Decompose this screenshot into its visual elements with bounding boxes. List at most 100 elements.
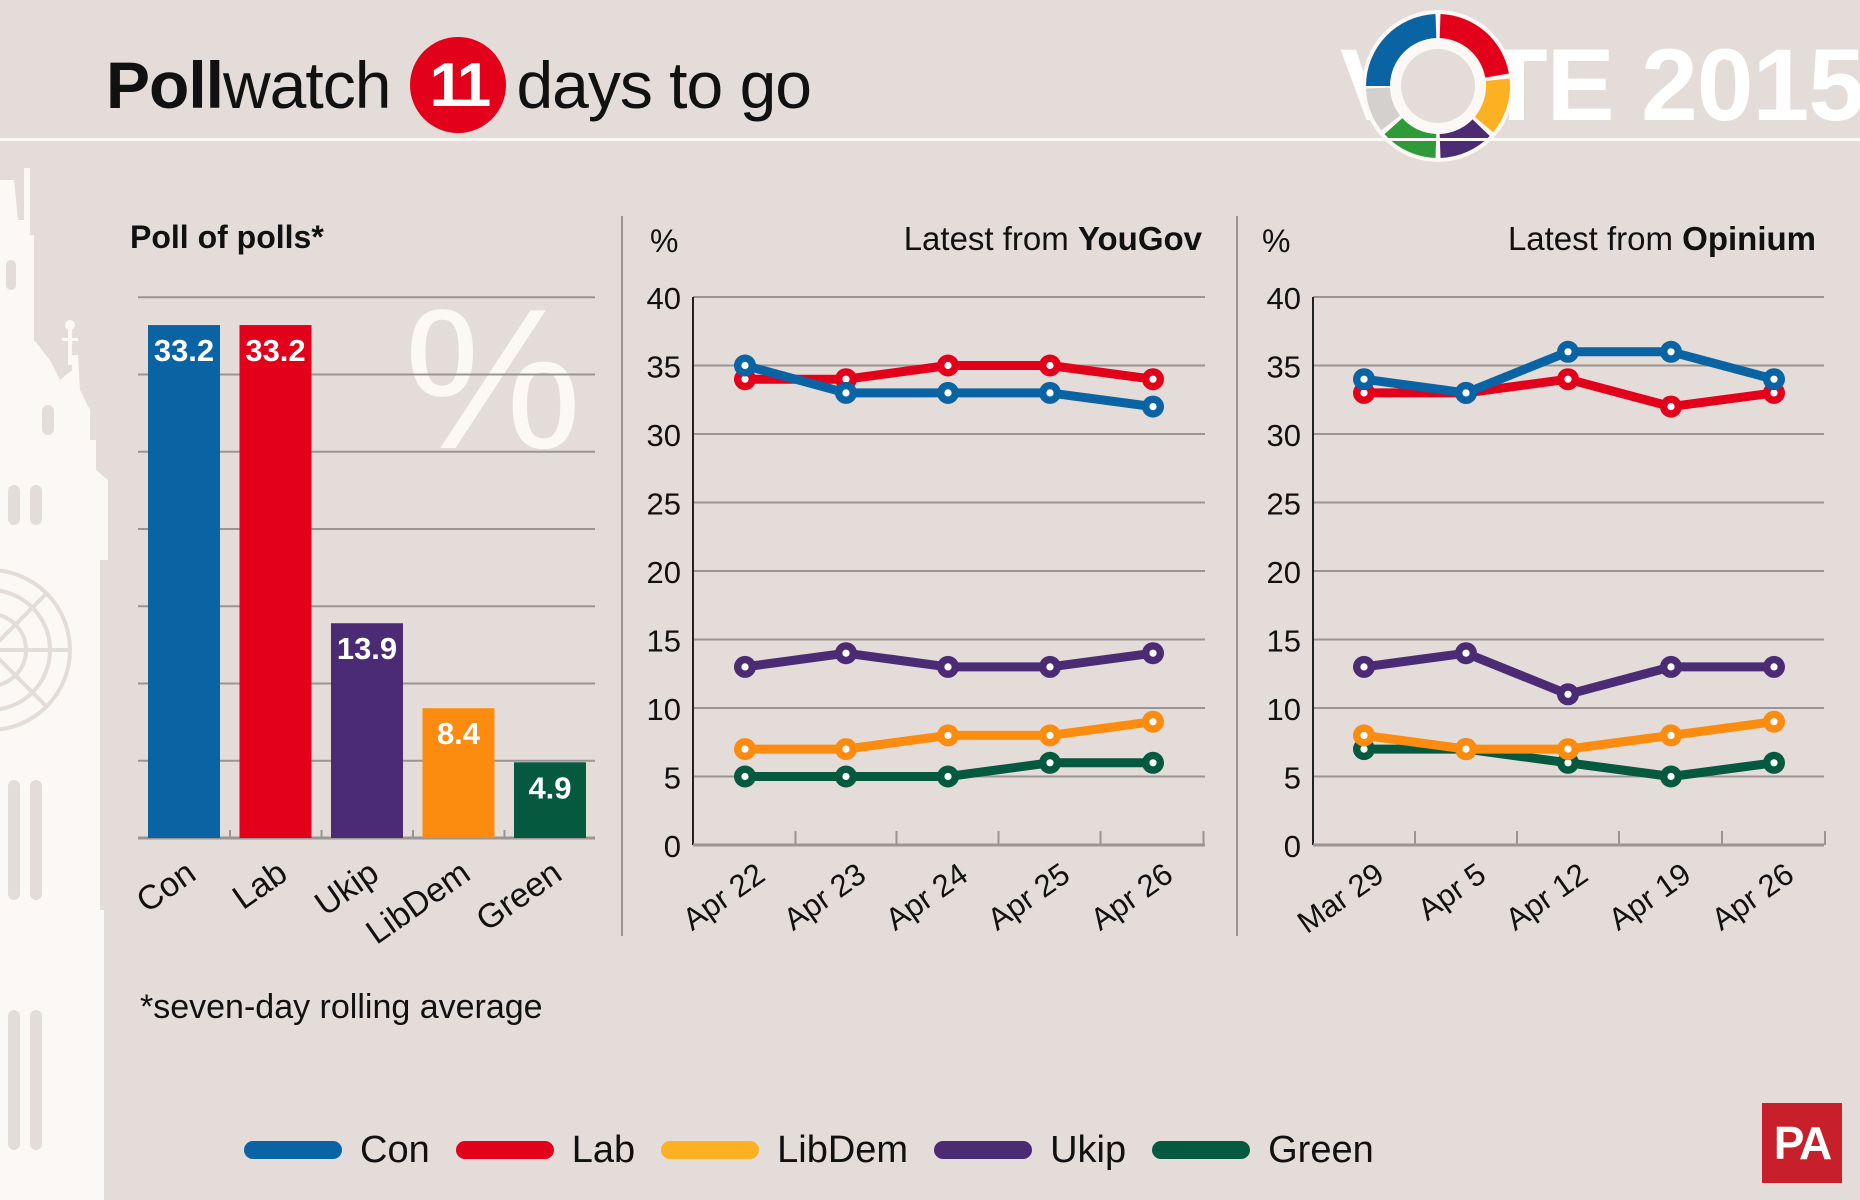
data-point-center [1046,361,1054,370]
data-point-center [1149,649,1157,657]
x-tick-label: Mar 29 [1291,856,1390,940]
bar-libdem [422,708,495,838]
data-point-center [1462,649,1470,657]
yougov-ylabel: % [650,223,678,259]
legend-swatch [661,1141,760,1159]
data-point-center [1360,663,1368,671]
legend-label: LibDem [777,1128,909,1171]
legend-swatch [455,1141,554,1159]
yougov-line-chart: % Latest from YouGov 0 5 10 15 20 25 30 35 40 Apr… [647,220,1205,937]
data-point-center [1564,375,1572,383]
y-tick-label: 10 [1267,692,1301,727]
x-tick-label: Apr 25 [981,856,1076,937]
data-point-center [1149,403,1157,411]
legend-item-green: Green [1152,1129,1374,1172]
data-point-center [944,772,952,781]
data-point-center [741,361,749,370]
legend: Con Lab LibDem Ukip Green [244,1128,1400,1172]
y-tick-label: 25 [647,487,681,522]
legend-item-ukip: Ukip [934,1129,1126,1172]
y-tick-label: 15 [1267,624,1301,659]
y-tick-label: 10 [647,692,681,727]
poll-of-polls-chart: Poll of polls* % 33.2 33.2 13.9 8.4 4.9 Con L… [130,219,595,952]
x-tick-label: Apr 22 [676,856,771,937]
yougov-title-prefix: Latest from [904,220,1078,257]
bar-category-label: Lab [226,853,294,917]
y-tick-label: 25 [1267,487,1301,522]
legend-swatch [244,1141,342,1159]
bar-category-label: Con [130,853,203,920]
x-tick-label: Apr 19 [1602,856,1697,937]
bar-green [514,762,586,838]
data-point-center [944,389,952,397]
bar-value-label: 4.9 [528,770,571,805]
opinium-line-chart: % Latest from Opinium 0 5 10 15 20 25 30 35 40 Ma… [1262,220,1826,940]
data-point-center [1564,348,1572,356]
title-bold-part: Poll [106,48,224,122]
data-point-center [741,375,749,383]
y-tick-label: 30 [647,418,681,453]
y-tick-label: 15 [647,624,681,659]
x-tick-label: Apr 5 [1411,856,1492,927]
y-tick-label: 5 [1284,761,1301,796]
bar-value-label: 33.2 [245,333,305,368]
data-point-center [1046,759,1054,767]
data-point-center [1360,745,1368,753]
days-suffix: days to go [516,48,812,122]
opinium-title-prefix: Latest from [1508,220,1682,257]
data-point-center [1360,389,1368,397]
bar-lab [239,325,312,838]
ring-segment [1366,87,1401,131]
x-tick-label: Apr 26 [1705,856,1800,937]
data-point-center [1770,718,1778,726]
y-tick-label: 20 [647,555,681,590]
y-tick-label: 40 [647,281,681,316]
data-point-center [1046,389,1054,397]
opinium-title: Latest from Opinium [1508,220,1816,257]
legend-swatch [934,1141,1033,1159]
data-point-center [1149,759,1157,767]
y-tick-label: 30 [1267,418,1301,453]
y-tick-label: 20 [1267,555,1301,590]
ring-segment [1474,78,1510,133]
legend-label: Ukip [1050,1128,1127,1171]
data-point-center [1564,690,1572,698]
data-point-center [741,772,749,781]
bar-value-label: 13.9 [337,631,397,666]
opinium-ylabel: % [1262,223,1290,259]
data-point-center [741,663,749,671]
percent-watermark: % [404,268,582,491]
data-point-center [1770,759,1778,767]
bar-category-label: LibDem [359,853,477,951]
data-point-center [842,389,850,397]
data-point-center [1667,772,1675,781]
title-regular-part: watch [223,48,391,122]
data-point-center [1770,375,1778,383]
big-ben-silhouette-icon [0,168,108,1200]
data-point-center [1360,375,1368,383]
pa-logo: PA [1762,1103,1842,1183]
legend-item-con: Con [244,1129,430,1172]
bar-con [148,325,220,838]
data-point-center [944,731,952,740]
legend-label: Lab [571,1128,636,1171]
data-point-center [1462,389,1470,397]
data-point-center [1564,745,1572,753]
bar-value-label: 33.2 [154,333,214,368]
legend-swatch [1152,1141,1251,1159]
yougov-title-source: YouGov [1078,220,1203,257]
data-point-center [1046,663,1054,671]
y-tick-label: 35 [647,350,681,385]
ring-segment [1366,14,1437,87]
data-point-center [1564,759,1572,767]
y-tick-label: 35 [1267,350,1301,385]
x-tick-label: Apr 24 [879,856,974,937]
y-tick-label: 40 [1267,281,1301,316]
bar-category-label: Green [469,853,568,938]
ring-segment [1439,14,1509,78]
legend-item-lab: Lab [455,1128,636,1172]
bar-ukip [331,623,403,838]
y-tick-label: 0 [1284,829,1301,864]
